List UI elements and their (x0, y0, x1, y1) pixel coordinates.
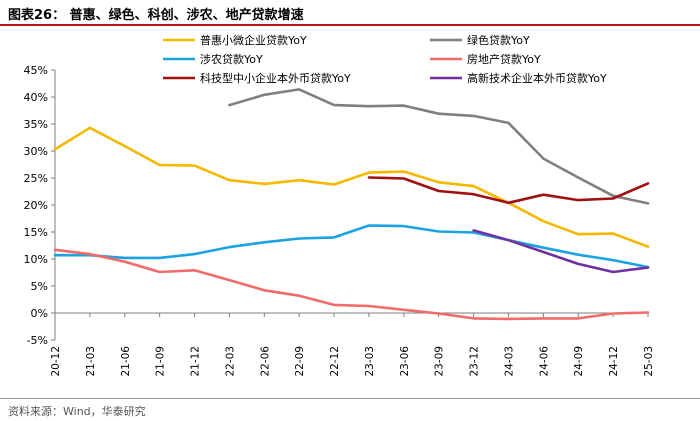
x-tick-label: 20-12 (50, 346, 62, 377)
figure-title: 图表26： 普惠、绿色、科创、涉农、地产贷款增速 (8, 8, 304, 23)
y-tick-label: 5% (31, 280, 48, 293)
y-tick-label: 45% (24, 64, 48, 77)
y-tick-label: 0% (31, 307, 48, 320)
x-tick-label: 23-06 (399, 346, 411, 377)
x-tick-label: 21-09 (155, 346, 167, 377)
series-line (53, 248, 650, 321)
legend-label: 普惠小微企业贷款YoY (200, 33, 307, 47)
x-tick-label: 21-03 (85, 346, 97, 377)
y-tick-label: 15% (24, 226, 48, 239)
y-tick-label: -5% (27, 334, 48, 347)
y-tick-label: 30% (24, 145, 48, 158)
x-tick-label: 22-03 (224, 346, 236, 377)
legend-label: 房地产贷款YoY (467, 52, 541, 66)
x-tick-label: 24-03 (503, 346, 515, 377)
series-line (53, 126, 650, 248)
series-line (53, 224, 650, 269)
series-line (367, 176, 650, 205)
y-tick-label: 10% (24, 253, 48, 266)
y-tick-label: 40% (24, 91, 48, 104)
x-tick-label: 21-06 (120, 346, 132, 377)
y-tick-label: 35% (24, 118, 48, 131)
x-tick-label: 22-06 (259, 346, 271, 377)
series-line (228, 88, 650, 205)
y-tick-label: 25% (24, 172, 48, 185)
chart-series (53, 88, 650, 321)
legend-label: 高新技术企业本外币贷款YoY (467, 71, 607, 85)
x-tick-label: 22-09 (294, 346, 306, 377)
x-tick-label: 24-12 (608, 346, 620, 377)
x-tick-label: 24-06 (538, 346, 550, 377)
x-tick-label: 21-12 (190, 346, 202, 377)
x-tick-label: 22-12 (329, 346, 341, 377)
source-note: 资料来源：Wind，华泰研究 (8, 405, 146, 418)
x-tick-label: 25-03 (643, 346, 655, 377)
x-axis: 20-12 21-03 21-06 21-09 21-12 22-03 22-06 22-09… (50, 312, 655, 377)
x-tick-label: 24-09 (573, 346, 585, 377)
x-tick-label: 23-12 (469, 346, 481, 377)
chart-legend: 普惠小微企业贷款YoY 绿色贷款YoY 涉农贷款YoY 房地产贷款YoY 科技型中小企业… (163, 33, 607, 85)
legend-label: 涉农贷款YoY (200, 52, 263, 66)
legend-label: 科技型中小企业本外币贷款YoY (200, 71, 351, 85)
y-axis: -5% 0% 5% 10% 15% 20% 25% 30% 35% 40% 45% (24, 64, 56, 347)
line-chart: 普惠小微企业贷款YoY 绿色贷款YoY 涉农贷款YoY 房地产贷款YoY 科技型中小企业… (24, 33, 655, 377)
y-tick-label: 20% (24, 199, 48, 212)
series-line (472, 229, 650, 274)
footer-rule (0, 398, 700, 399)
x-tick-label: 23-03 (364, 346, 376, 377)
title-rule (0, 24, 700, 26)
legend-label: 绿色贷款YoY (467, 33, 530, 47)
x-tick-label: 23-09 (434, 346, 446, 377)
